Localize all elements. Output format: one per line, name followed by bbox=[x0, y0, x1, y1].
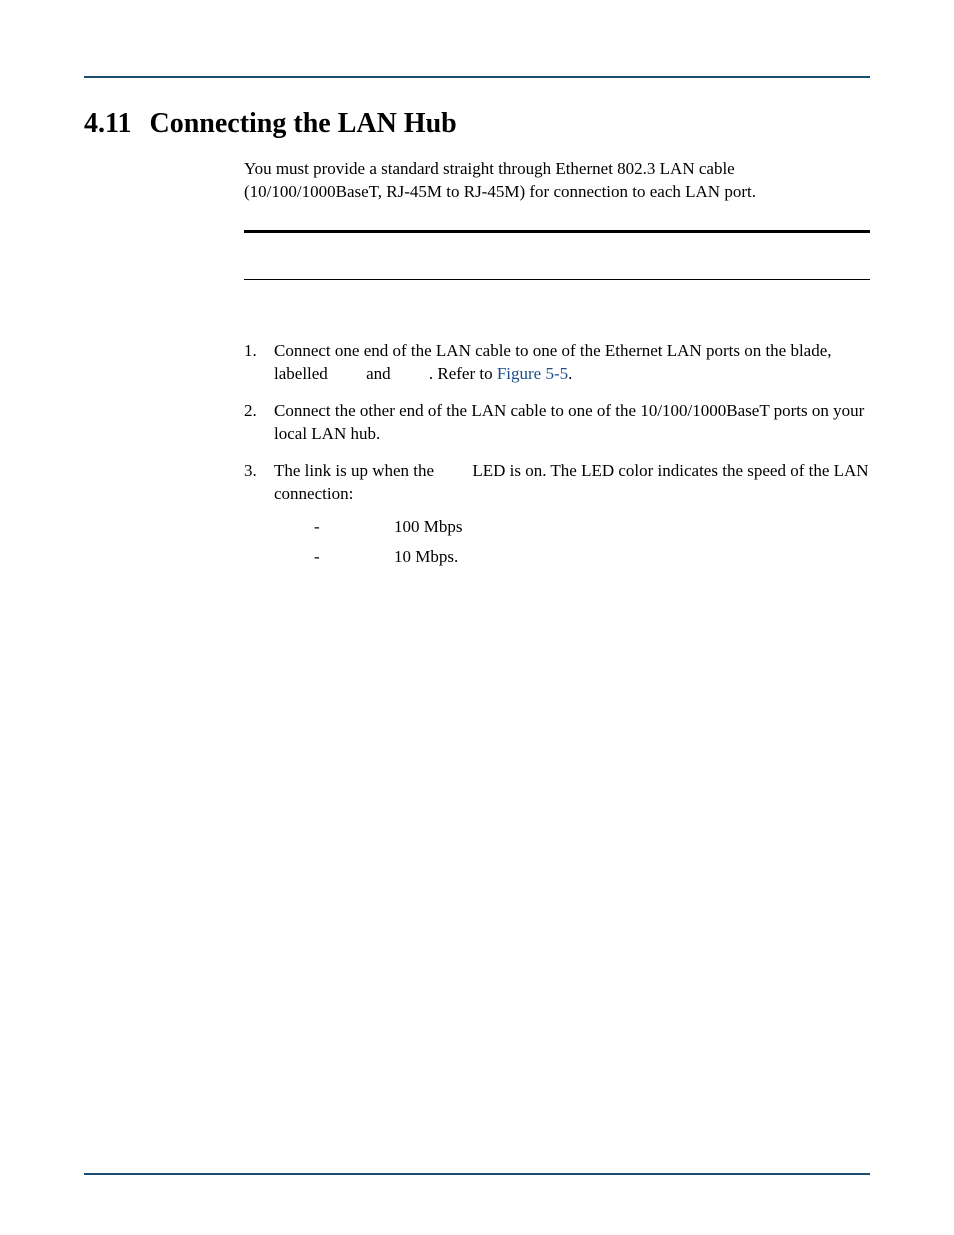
intro-paragraph: You must provide a standard straight thr… bbox=[244, 158, 870, 204]
sub-list-dash: - bbox=[314, 546, 394, 569]
bottom-horizontal-rule bbox=[84, 1173, 870, 1175]
section-number: 4.11 bbox=[84, 108, 131, 140]
top-horizontal-rule bbox=[84, 76, 870, 78]
section-title: Connecting the LAN Hub bbox=[149, 108, 456, 139]
body-block: You must provide a standard straight thr… bbox=[244, 158, 870, 577]
step-text: The link is up when the bbox=[274, 461, 438, 480]
sub-list-text: 10 Mbps. bbox=[394, 546, 458, 569]
sub-list-text: 100 Mbps bbox=[394, 516, 462, 539]
step-item: 1.Connect one end of the LAN cable to on… bbox=[244, 340, 870, 386]
step-marker: 1. bbox=[244, 340, 274, 386]
note-box bbox=[244, 230, 870, 280]
step-marker: 2. bbox=[244, 400, 274, 446]
sub-list-dash: - bbox=[314, 516, 394, 539]
section-heading: 4.11 Connecting the LAN Hub bbox=[84, 108, 870, 140]
step-content: The link is up when the LED is on. The L… bbox=[274, 460, 870, 578]
step-text: and bbox=[366, 364, 395, 383]
sub-list: -100 Mbps-10 Mbps. bbox=[314, 516, 870, 570]
step-item: 3.The link is up when the LED is on. The… bbox=[244, 460, 870, 578]
step-marker: 3. bbox=[244, 460, 274, 578]
figure-cross-reference[interactable]: Figure 5-5 bbox=[497, 364, 568, 383]
sub-list-item: -10 Mbps. bbox=[314, 546, 870, 569]
ordered-steps: 1.Connect one end of the LAN cable to on… bbox=[244, 340, 870, 578]
step-item: 2.Connect the other end of the LAN cable… bbox=[244, 400, 870, 446]
sub-list-item: -100 Mbps bbox=[314, 516, 870, 539]
page: 4.11 Connecting the LAN Hub You must prov… bbox=[0, 0, 954, 1235]
step-text: Connect the other end of the LAN cable t… bbox=[274, 401, 864, 443]
step-text: . Refer to bbox=[429, 364, 497, 383]
blank-gap bbox=[332, 364, 366, 383]
blank-gap bbox=[395, 364, 429, 383]
step-text: . bbox=[568, 364, 572, 383]
blank-gap bbox=[438, 461, 472, 480]
step-content: Connect the other end of the LAN cable t… bbox=[274, 400, 870, 446]
step-content: Connect one end of the LAN cable to one … bbox=[274, 340, 870, 386]
